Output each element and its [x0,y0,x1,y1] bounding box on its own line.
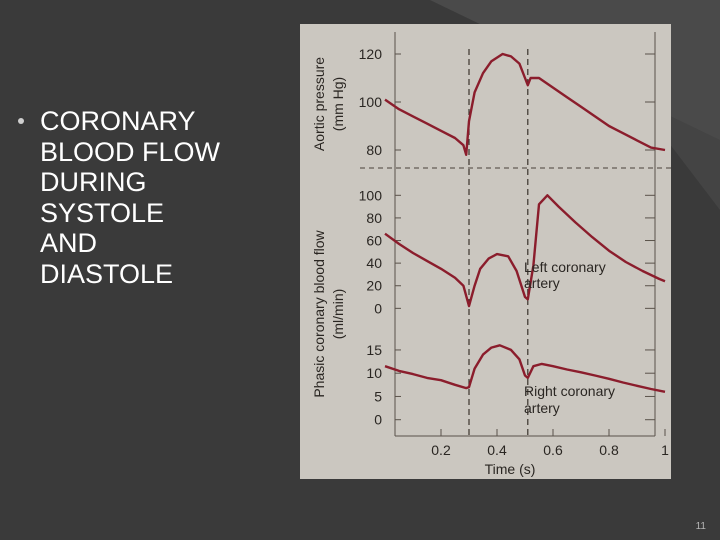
y-tick-label: 10 [366,365,382,381]
x-tick-label: 0.2 [431,442,451,458]
x-axis-label: Time (s) [485,461,536,477]
y-tick-label: 100 [359,94,383,110]
left-coronary-label: Left coronary [524,259,606,275]
aortic-pressure-axis-label: Aortic pressure [311,57,327,151]
aortic-pressure-line [384,52,666,156]
y-tick-label: 15 [366,342,382,358]
page-number: 11 [695,521,706,532]
right-coronary-label: Right coronary [524,383,615,399]
left-coronary-label-line2: artery [524,275,560,291]
slide-title: CORONARY BLOOD FLOW DURING SYSTOLE AND D… [40,106,221,289]
y-tick-label: 120 [359,46,383,62]
coronary-flow-chart: 120 100 80 100 80 60 40 20 0 15 10 5 0 0.2 0.4 0.6 0.8 1 T… [311,32,671,477]
y-tick-label: 0 [374,300,382,316]
x-tick-label: 0.4 [487,442,507,458]
y-tick-label: 60 [366,233,382,249]
x-tick-label: 0.8 [599,442,619,458]
right-coronary-artery-line [384,344,666,393]
y-tick-label: 5 [374,388,382,404]
coronary-flow-axis-label-units: (ml/min) [330,289,346,340]
right-coronary-label-line2: artery [524,400,560,416]
y-tick-label: 0 [374,412,382,428]
y-tick-label: 80 [366,210,382,226]
aortic-pressure-axis-label-units: (mm Hg) [330,77,346,131]
x-tick-label: 0.6 [543,442,563,458]
y-tick-label: 80 [366,142,382,158]
y-tick-label: 40 [366,255,382,271]
figure-panel: 120 100 80 100 80 60 40 20 0 15 10 5 0 0.2 0.4 0.6 0.8 1 T… [300,24,671,479]
y-tick-label: 100 [359,187,383,203]
y-tick-label: 20 [366,278,382,294]
title-bullet [18,118,24,124]
coronary-flow-axis-label: Phasic coronary blood flow [311,229,327,397]
x-tick-label: 1 [661,442,669,458]
left-coronary-artery-line [384,194,666,308]
